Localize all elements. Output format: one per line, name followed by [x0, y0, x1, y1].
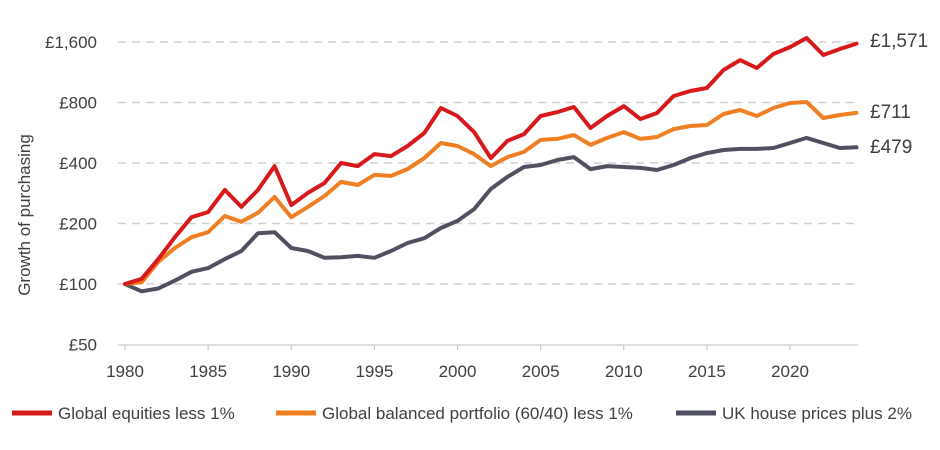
- x-tick-label: 1985: [189, 362, 227, 381]
- x-tick-label: 2015: [688, 362, 726, 381]
- end-label-1: £711: [870, 102, 911, 123]
- x-tick-label: 1990: [272, 362, 310, 381]
- y-tick-label: £400: [59, 154, 97, 173]
- end-labels: £1,571 £711 £479: [870, 31, 928, 158]
- y-tick-label: £50: [69, 336, 97, 355]
- legend-label-0: Global equities less 1%: [58, 404, 235, 423]
- x-axis-ticks: 1980 1985 1990 1995 2000 2005 2010 2015 2020: [106, 345, 809, 381]
- end-label-0: £1,571: [870, 31, 928, 52]
- x-tick-label: 1980: [106, 362, 144, 381]
- x-tick-label: 2010: [605, 362, 643, 381]
- end-label-2: £479: [870, 137, 912, 158]
- y-axis-label: Growth of purchasing: [15, 134, 34, 296]
- series-line-2: [123, 135, 859, 294]
- series-line-1: [123, 100, 859, 286]
- y-axis-ticks: £50 £100 £200 £400 £800 £1,600: [45, 33, 97, 355]
- y-tick-label: £800: [59, 94, 97, 113]
- y-tick-label: £200: [59, 215, 97, 234]
- series-line-0: [123, 36, 859, 286]
- x-tick-label: 1995: [355, 362, 393, 381]
- y-tick-label: £1,600: [45, 33, 97, 52]
- legend-label-1: Global balanced portfolio (60/40) less 1…: [322, 404, 633, 423]
- legend: Global equities less 1% Global balanced p…: [12, 404, 912, 423]
- x-tick-label: 2000: [439, 362, 477, 381]
- legend-label-2: UK house prices plus 2%: [722, 404, 912, 423]
- series-lines: [123, 36, 859, 294]
- x-tick-label: 2005: [522, 362, 560, 381]
- y-tick-label: £100: [59, 275, 97, 294]
- x-tick-label: 2020: [771, 362, 809, 381]
